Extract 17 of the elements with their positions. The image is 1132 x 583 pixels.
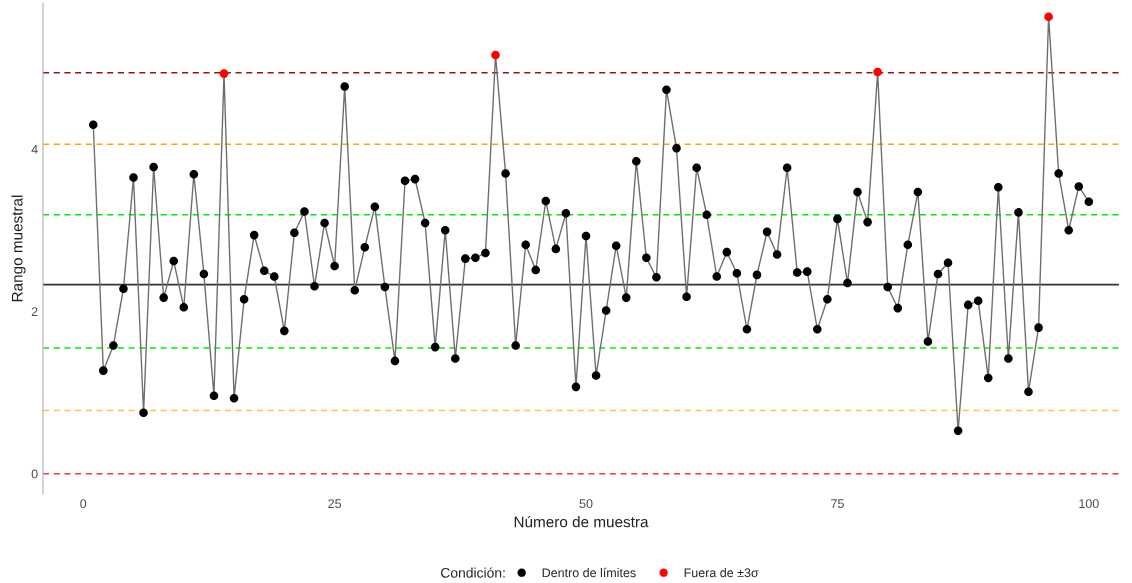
point — [491, 50, 500, 60]
y-tick-label: 0 — [31, 469, 38, 479]
x-tick-label: 100 — [1079, 499, 1099, 509]
legend-title: Condición: — [441, 567, 505, 578]
x-tick-label: 50 — [579, 499, 593, 509]
point — [873, 67, 882, 77]
x-axis-title: Número de muestra — [514, 515, 649, 528]
y-axis-title: Rango muestral — [11, 195, 26, 302]
legend-label: Dentro de límites — [542, 567, 636, 578]
point — [1044, 12, 1053, 22]
legend-label: Fuera de ±3σ — [684, 568, 759, 578]
x-tick-label: 0 — [80, 499, 87, 509]
y-tick-label: 2 — [31, 307, 38, 316]
x-tick-label: 25 — [328, 499, 342, 509]
x-tick-label: 75 — [831, 499, 844, 509]
y-tick-label: 4 — [31, 145, 38, 154]
point — [219, 69, 229, 78]
